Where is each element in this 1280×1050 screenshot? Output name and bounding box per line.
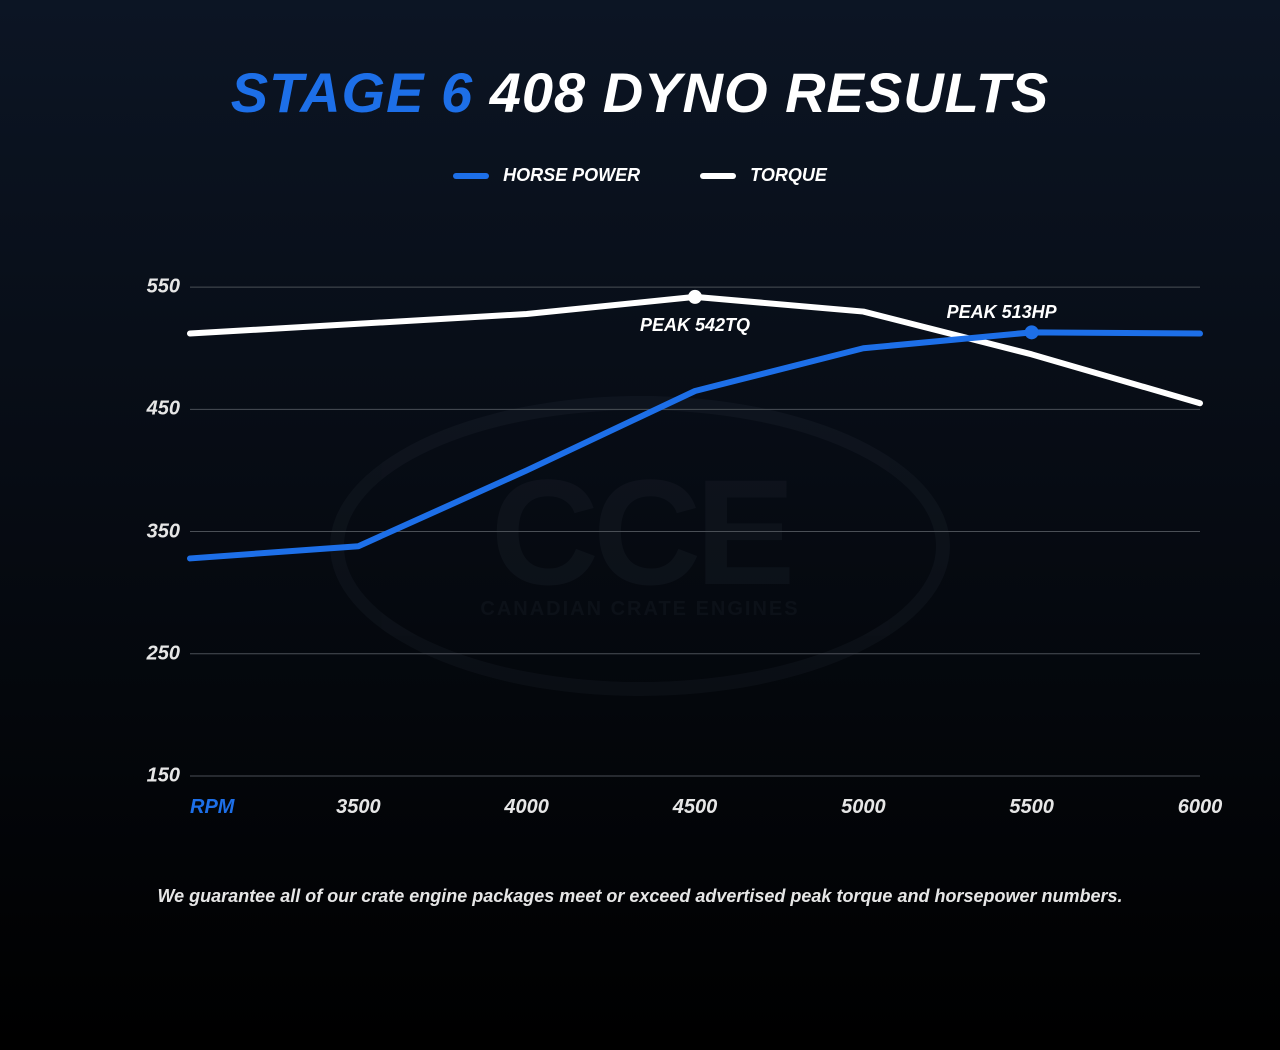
y-tick-label: 450 [147, 398, 180, 421]
legend-swatch-tq [700, 173, 736, 179]
legend-item-tq: TORQUE [700, 165, 827, 186]
legend-label-tq: TORQUE [750, 165, 827, 186]
x-tick-label: 4000 [504, 796, 549, 819]
y-tick-label: 550 [147, 276, 180, 299]
title-rest: 408 DYNO RESULTS [490, 61, 1050, 124]
peak-marker-horsepower [1025, 325, 1039, 339]
peak-marker-torque [688, 290, 702, 304]
x-tick-label: 5000 [841, 796, 886, 819]
peak-label-horsepower: PEAK 513HP [947, 302, 1057, 323]
chart-title: STAGE 6 408 DYNO RESULTS [60, 60, 1220, 125]
y-tick-label: 350 [147, 520, 180, 543]
x-tick-label: 6000 [1178, 796, 1223, 819]
guarantee-note: We guarantee all of our crate engine pac… [60, 886, 1220, 907]
line-chart: 150 250 350 450 550 3500 4000 4500 5000 5500 6000 R… [60, 216, 1220, 836]
x-tick-label: 3500 [336, 796, 381, 819]
y-tick-label: 250 [147, 642, 180, 665]
peak-label-torque: PEAK 542TQ [640, 315, 750, 336]
legend-item-hp: HORSE POWER [453, 165, 640, 186]
legend-label-hp: HORSE POWER [503, 165, 640, 186]
dyno-chart-page: CCE CANADIAN CRATE ENGINES STAGE 6 408 D… [0, 0, 1280, 1050]
x-tick-label: 4500 [673, 796, 718, 819]
chart-legend: HORSE POWER TORQUE [60, 165, 1220, 186]
x-axis-label: RPM [190, 796, 234, 819]
series-line-horsepower [190, 332, 1200, 558]
y-tick-label: 150 [147, 765, 180, 788]
x-tick-label: 5500 [1009, 796, 1054, 819]
legend-swatch-hp [453, 173, 489, 179]
title-accent: STAGE 6 [231, 61, 473, 124]
